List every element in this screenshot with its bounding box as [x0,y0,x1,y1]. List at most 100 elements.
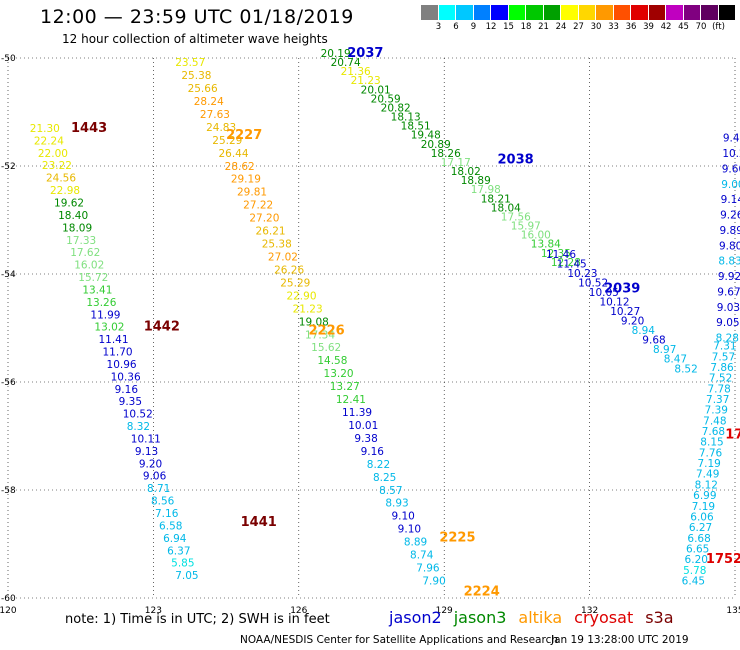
swh-track: 7.317.577.867.527.787.377.397.487.688.15… [682,341,737,588]
legend-swatch [718,5,736,20]
swh-value: 8.52 [674,363,697,375]
swh-value: 9.67 [717,286,740,298]
satellite-cryosat: cryosat [574,608,634,627]
legend-label: 30 [590,22,602,32]
swh-value: 9.10 [391,511,414,523]
swh-value: 5.85 [171,558,194,570]
legend-swatch [561,5,579,20]
swh-value: 8.83 [718,256,740,268]
legend-swatch [648,5,666,20]
swh-value: 16.02 [74,260,104,272]
swh-value: 9.16 [361,446,385,458]
swh-value: 13.26 [86,297,116,309]
pass-label: 2225 [439,530,475,545]
swh-value: 27.20 [249,213,279,225]
swh-value: 8.12 [695,479,718,491]
swh-value: 12.35 [541,248,571,260]
swh-value: 18.89 [461,175,491,187]
swh-value: 7.39 [705,405,728,417]
swh-track: 9.40 10.20 9.60 9.00 9.14 9.26 9.89 9.80 8.83 9.9… [716,133,740,345]
x-tick-label: 126 [290,606,307,616]
swh-value: 11.45 [557,258,587,270]
swh-track: 23.5725.3825.6628.2427.6324.8325.2926.44… [175,57,446,587]
legend-swatch [596,5,614,20]
swh-value: 7.05 [175,570,198,582]
x-tick-label: 129 [436,606,453,616]
swh-value: 19.08 [299,316,329,328]
swh-value: 9.16 [115,384,139,396]
swh-value: 13.02 [94,322,124,334]
pass-label: 2227 [226,128,262,143]
swh-value: 20.01 [361,84,391,96]
swh-value: 10.52 [123,409,153,421]
swh-value: 7.16 [155,508,179,520]
swh-value: 14.58 [317,355,347,367]
swh-value: 22.90 [286,290,316,302]
satellite-jason3: jason3 [453,608,507,627]
axis-ticks: 120 123 126 129 132 135 -50 -52 -54 -56 -58 -60 [0,54,740,616]
swh-value: 15.97 [511,221,541,233]
y-tick-label: -54 [1,270,16,280]
pass-label: 2226 [308,323,344,338]
legend-label: 27 [573,22,584,32]
swh-value: 17.56 [501,211,531,223]
color-legend: 3 6 9 12 15 18 21 24 27 30 33 36 39 42 45 70 (ft) [421,5,736,32]
swh-value: 9.80 [719,240,740,252]
swh-value: 10.01 [348,420,378,432]
swh-value: 23.57 [175,57,205,69]
pass-label: 2038 [498,152,534,167]
swh-value: 8.47 [664,354,687,366]
swh-value: 6.58 [159,520,182,532]
swh-value: 6.20 [685,554,708,566]
swh-value: 18.26 [431,148,461,160]
legend-swatch [456,5,474,20]
legend-labels: 3 6 9 12 15 18 21 24 27 30 33 36 39 42 45 70 (ft) [421,20,736,32]
legend-label: 9 [470,22,477,32]
swh-value: 18.21 [481,193,511,205]
swh-value: 7.19 [697,458,720,470]
swh-value: 25.29 [280,277,310,289]
swh-value: 11.70 [103,347,133,359]
swh-value: 9.38 [354,433,377,445]
satellite-altika: altika [518,608,563,627]
swh-value: 9.03 [717,302,740,314]
legend-swatch [631,5,649,20]
swh-value: 9.68 [642,335,665,347]
swh-value: 11.41 [98,334,128,346]
swh-value: 10.20 [722,148,740,160]
swh-value: 10.52 [578,277,608,289]
swh-value: 9.60 [722,163,740,175]
swh-value: 8.25 [373,472,396,484]
legend-label: 15 [503,22,514,32]
pass-label: 2039 [604,281,640,296]
swh-value: 10.11 [131,433,161,445]
swh-value: 5.78 [683,565,706,577]
swh-value: 8.97 [653,344,676,356]
swh-value: 10.96 [107,359,137,371]
swh-value: 7.31 [713,341,736,353]
legend-label: 6 [453,22,459,32]
swh-value: 25.29 [212,135,242,147]
swh-value: 13.20 [324,368,354,380]
swh-value: 28.62 [225,161,255,173]
legend-swatch [683,5,701,20]
swh-value: 7.76 [699,447,723,459]
page-subtitle: 12 hour collection of altimeter wave hei… [62,32,328,46]
pass-label: 2037 [347,46,383,61]
legend-swatch [701,5,719,20]
swh-value: 9.05 [716,317,739,329]
x-tick-label: 135 [726,606,740,616]
legend-swatch [421,5,439,20]
swh-value: 20.74 [331,57,361,69]
swh-value: 18.09 [62,222,92,234]
swh-value: 13.41 [82,284,112,296]
swh-value: 7.78 [707,383,730,395]
swh-track: 20.1920.7421.3621.2320.0120.5920.8218.13… [321,48,581,269]
swh-value: 18.02 [451,166,481,178]
swh-value: 17.62 [70,247,100,259]
swh-value: 9.89 [720,225,740,237]
pass-label: 17 [725,428,740,443]
swh-value: 7.57 [712,351,735,363]
swh-value: 10.27 [610,306,640,318]
swh-value: 6.37 [167,545,190,557]
